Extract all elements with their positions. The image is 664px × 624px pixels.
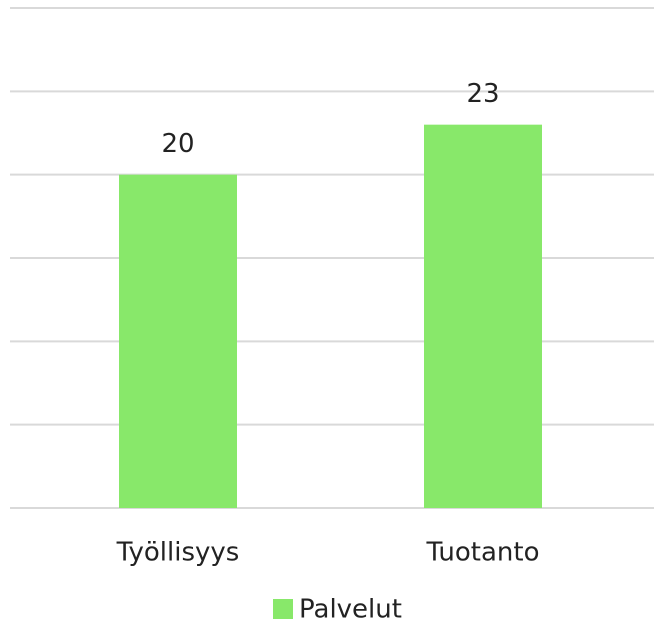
data-label: 20 — [161, 129, 194, 159]
bar — [424, 124, 542, 509]
legend-label: Palvelut — [299, 595, 402, 624]
legend-swatch — [273, 599, 293, 619]
x-tick-label: Työllisyys — [116, 538, 240, 568]
x-tick-label: Tuotanto — [425, 538, 539, 568]
data-label: 23 — [466, 79, 499, 109]
bar — [119, 174, 237, 508]
